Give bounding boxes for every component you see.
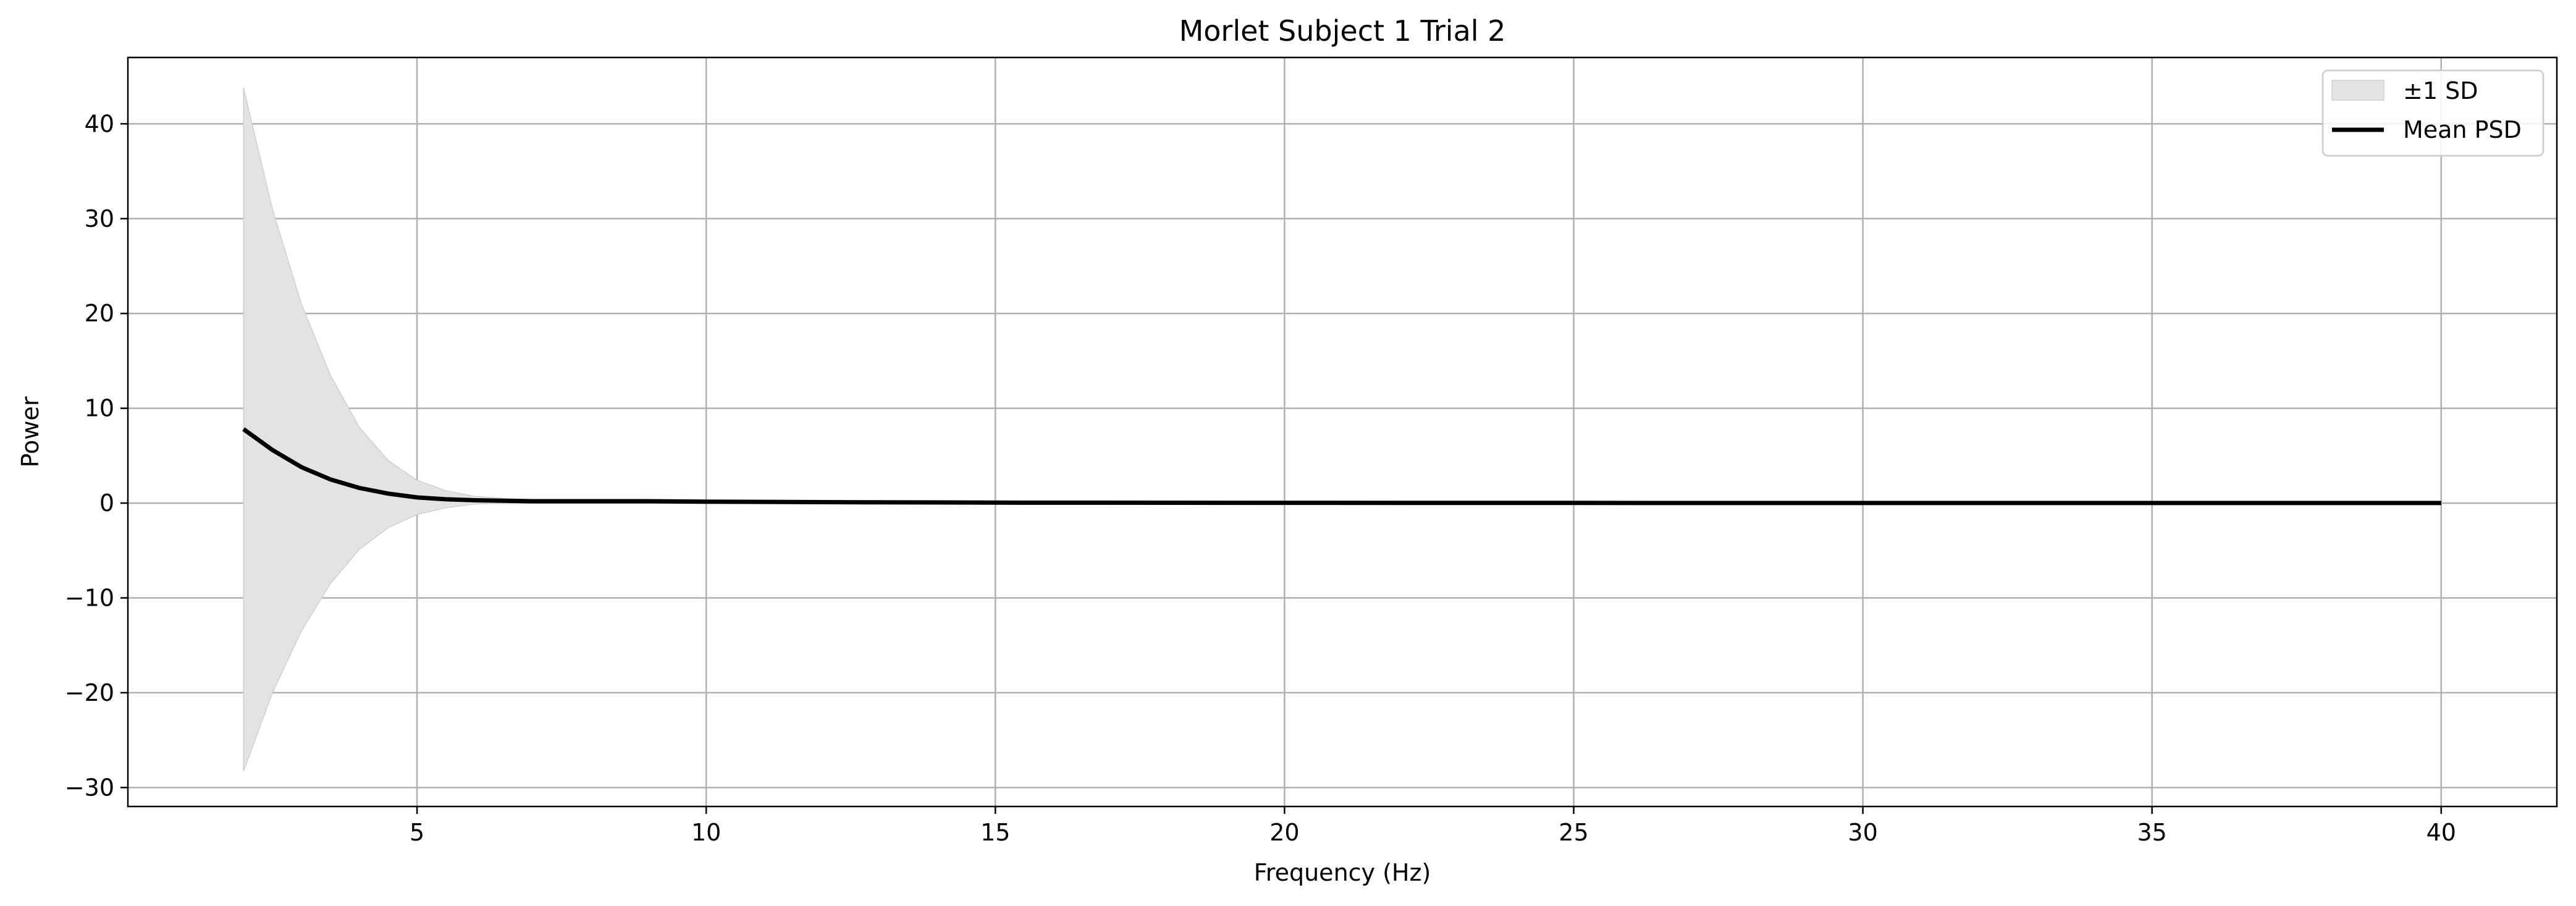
y-tick-label: −30 [65, 774, 114, 801]
x-axis-ticks: 5 10 15 20 25 30 35 40 [410, 807, 2456, 846]
plot-area [128, 57, 2557, 807]
y-tick-label: 30 [85, 205, 114, 232]
y-tick-label: −20 [65, 679, 114, 706]
y-tick-label: 40 [85, 110, 114, 137]
x-tick-label: 20 [1269, 819, 1299, 846]
legend: ±1 SD Mean PSD [2321, 69, 2544, 157]
x-tick-label: 25 [1559, 819, 1588, 846]
chart-title: Morlet Subject 1 Trial 2 [1179, 14, 1506, 48]
y-axis-label: Power [17, 396, 44, 467]
plot-frame [127, 56, 2558, 808]
y-tick-label: 10 [85, 395, 114, 422]
mean-psd-line [242, 427, 2441, 506]
x-axis-label: Frequency (Hz) [1254, 859, 1431, 886]
x-tick-label: 15 [980, 819, 1010, 846]
y-tick-label: 0 [99, 489, 114, 517]
grid [128, 57, 2557, 807]
x-tick-label: 5 [410, 819, 424, 846]
legend-mean-label: Mean PSD [2403, 116, 2522, 143]
x-tick-label: 10 [691, 819, 721, 846]
y-axis-ticks: −30 −20 −10 0 10 20 30 40 [65, 110, 128, 801]
legend-sd-swatch [2331, 80, 2384, 101]
legend-sd-label: ±1 SD [2403, 77, 2478, 104]
y-tick-label: −10 [65, 584, 114, 611]
x-tick-label: 40 [2427, 819, 2456, 846]
x-tick-label: 30 [1848, 819, 1877, 846]
x-tick-label: 35 [2137, 819, 2166, 846]
y-tick-label: 20 [85, 300, 114, 327]
